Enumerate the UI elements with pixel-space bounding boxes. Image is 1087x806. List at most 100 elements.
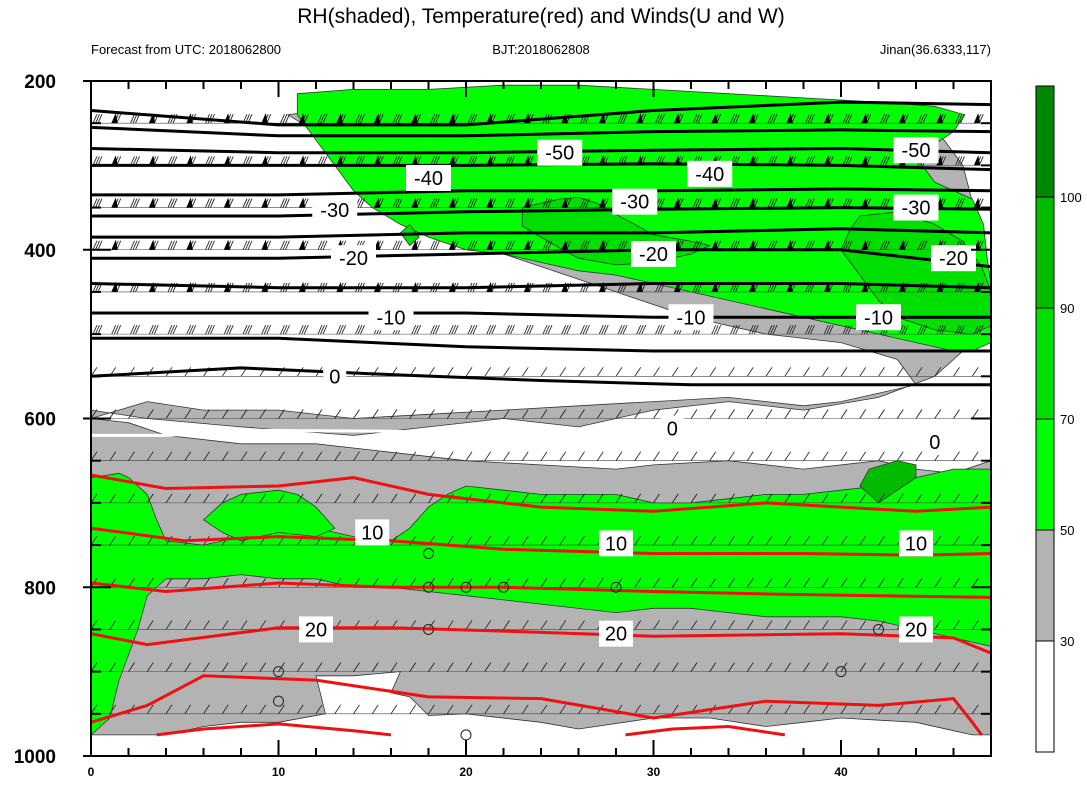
wind-barb xyxy=(803,535,810,546)
wind-barb xyxy=(146,620,154,630)
wind-barb xyxy=(540,409,548,419)
wind-barb xyxy=(353,409,360,419)
wind-barb xyxy=(765,662,773,672)
wind-barb xyxy=(690,367,698,377)
wind-flag xyxy=(749,113,756,124)
wind-barb xyxy=(655,114,660,124)
wind-barb xyxy=(746,409,754,419)
y-tick-label: 1000 xyxy=(14,747,56,768)
wind-barb xyxy=(540,367,548,377)
contour-label-box xyxy=(923,429,947,456)
wind-barb xyxy=(111,324,117,335)
wind-barb xyxy=(971,578,979,588)
wind-flag xyxy=(899,113,906,124)
wind-barb xyxy=(184,662,192,672)
wind-barb xyxy=(411,324,417,335)
wind-barb xyxy=(259,493,267,504)
wind-barb xyxy=(580,240,585,250)
wind-barb xyxy=(770,240,775,250)
wind-barb xyxy=(615,409,623,419)
wind-barb xyxy=(465,535,473,546)
wind-barb xyxy=(653,451,660,461)
wind-barb xyxy=(695,198,700,208)
location-label: Jinan(36.6333,117) xyxy=(880,42,991,57)
wind-barb xyxy=(521,662,529,672)
wind-barb xyxy=(430,240,435,250)
wind-barb xyxy=(690,535,698,546)
wind-flag xyxy=(711,239,718,250)
wind-barb xyxy=(371,493,379,504)
wind-barb xyxy=(430,324,435,335)
wind-barb xyxy=(446,409,454,419)
wind-barb xyxy=(559,535,567,546)
wind-barb xyxy=(559,451,567,461)
colorbar-label: 70 xyxy=(1060,412,1074,427)
chart-title: RH(shaded), Temperature(red) and Winds(U… xyxy=(297,5,784,28)
wind-barb xyxy=(885,114,890,124)
wind-barb xyxy=(728,535,735,546)
wind-barb xyxy=(446,620,454,630)
wind-barb xyxy=(521,704,529,715)
wind-flag xyxy=(261,155,268,166)
wind-flag xyxy=(299,155,306,166)
wind-barb xyxy=(765,367,773,377)
wind-barb xyxy=(746,704,754,715)
wind-barb xyxy=(971,535,979,546)
wind-flag xyxy=(186,155,193,166)
wind-barb xyxy=(545,240,550,250)
rh-region-8 xyxy=(859,460,917,504)
wind-barb xyxy=(247,324,253,335)
wind-barb xyxy=(353,451,360,461)
wind-barb xyxy=(280,324,285,335)
wind-barb xyxy=(240,620,248,630)
wind-barb xyxy=(566,324,572,335)
wind-barb xyxy=(92,198,98,208)
wind-barb xyxy=(735,114,740,124)
wind-barb xyxy=(128,662,135,672)
wind-barb xyxy=(840,367,848,377)
wind-barb xyxy=(430,114,435,124)
wind-barb xyxy=(845,240,850,250)
wind-barb xyxy=(278,409,285,419)
wind-flag xyxy=(861,113,868,124)
wind-barb xyxy=(282,114,288,124)
wind-barb xyxy=(353,493,360,504)
wind-barb xyxy=(996,283,1000,292)
wind-barb xyxy=(993,199,997,208)
contour-label: 10 xyxy=(361,522,383,544)
wind-barb xyxy=(130,114,135,124)
wind-barb xyxy=(435,198,440,208)
contour-label-box xyxy=(612,188,658,215)
wind-barb xyxy=(205,198,210,208)
wind-flag xyxy=(449,113,456,124)
wind-barb xyxy=(772,114,778,124)
wind-barb xyxy=(634,367,642,377)
wind-barb xyxy=(203,409,210,419)
wind-barb xyxy=(95,324,100,335)
wind-barb xyxy=(803,451,810,461)
wind-flag xyxy=(824,239,831,250)
wind-barb xyxy=(821,662,829,672)
wind-barb xyxy=(657,324,663,335)
wind-flag xyxy=(224,239,231,250)
wind-barb xyxy=(615,367,623,377)
wind-barb xyxy=(315,493,323,504)
wind-barb xyxy=(317,156,323,166)
wind-barb xyxy=(130,324,135,335)
wind-barb xyxy=(709,620,717,630)
wind-flag xyxy=(299,239,306,250)
wind-barb xyxy=(620,240,625,250)
calm-circle xyxy=(423,581,434,593)
wind-barb xyxy=(278,493,285,504)
wind-barb xyxy=(109,704,117,715)
wind-barb xyxy=(882,198,888,208)
wind-barb xyxy=(135,114,140,124)
wind-barb xyxy=(878,662,885,672)
wind-barb xyxy=(821,493,829,504)
wind-barb xyxy=(953,662,960,672)
wind-barb xyxy=(360,114,365,124)
wind-barb xyxy=(653,662,660,672)
wind-barb xyxy=(953,535,960,546)
wind-barb xyxy=(810,198,815,208)
wind-barb xyxy=(172,198,178,208)
